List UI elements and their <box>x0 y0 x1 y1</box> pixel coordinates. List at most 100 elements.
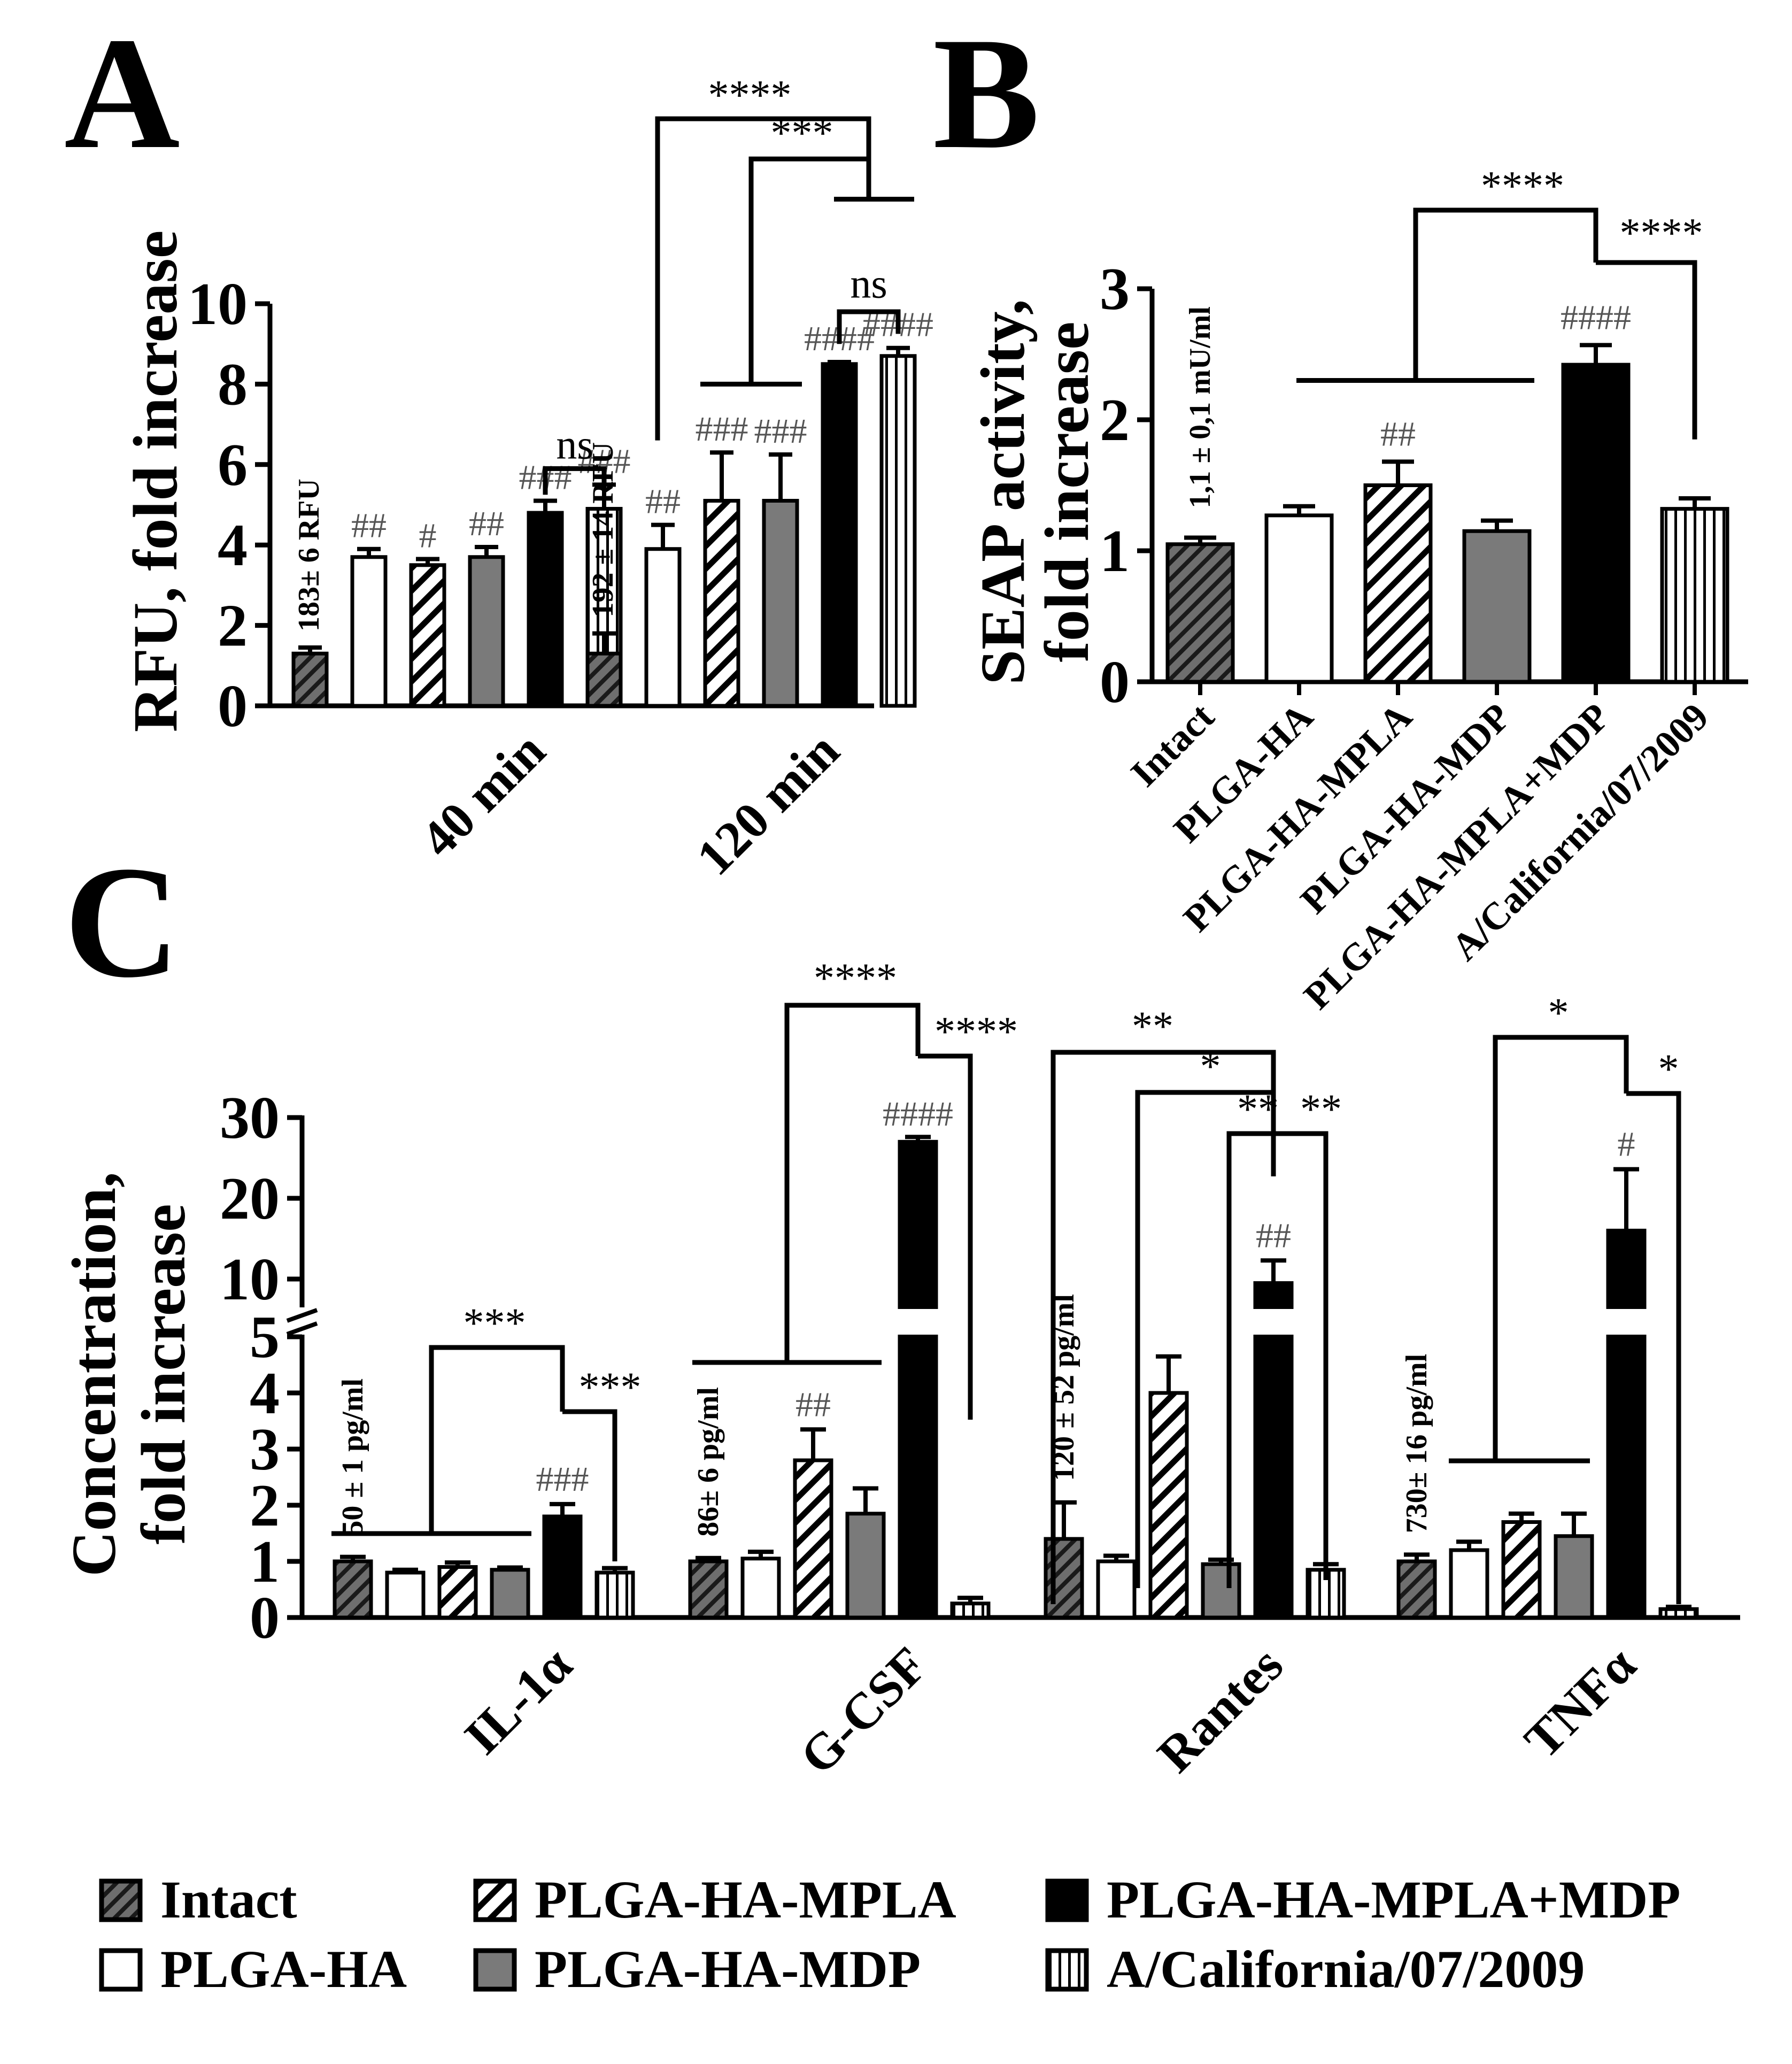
legend-label: PLGA-HA-MPLA <box>535 1870 956 1929</box>
legend-label: PLGA-HA <box>160 1939 407 1999</box>
panel-c-ytick-label: 20 <box>220 1166 280 1232</box>
panel-c-bar <box>793 1458 833 1620</box>
panel-a-bar <box>350 555 388 708</box>
panel-c-bracket-gcsf-b <box>918 1053 973 1420</box>
panel-c-bracket-il1 <box>429 1345 565 1534</box>
panel-c-category-label: TNFα <box>1513 1636 1647 1769</box>
panel-c-axis-break <box>286 1308 318 1323</box>
legend-swatch <box>99 1948 143 1992</box>
panel-c-sig-tnf-b: * <box>1658 1045 1679 1092</box>
panel-c-bracket-rantes-a <box>1051 1050 1276 1604</box>
panel-c-baseline-label: 730± 16 pg/ml <box>1400 1354 1433 1534</box>
panel-c-ylabel-line1: Concentration, <box>59 1172 129 1576</box>
panel-c-bar <box>1606 1228 1647 1620</box>
legend-label: Intact <box>160 1870 297 1929</box>
panel-c-bar <box>594 1570 635 1620</box>
panel-a-ylabel: RFU, fold increase <box>120 230 190 732</box>
panel-b-ytick-label: 2 <box>1100 387 1130 453</box>
panel-letter-c: C <box>64 833 180 1011</box>
legend-swatch <box>473 1878 517 1922</box>
legend: Intact PLGA-HA PLGA-HA-MPLA PLGA-HA-MDP PLGA… <box>99 1870 1680 1999</box>
panel-a-hash: ## <box>645 482 681 521</box>
panel-c-sig-rantes-b: * <box>1200 1043 1221 1089</box>
panel-a-bar <box>409 563 446 708</box>
panel-c-ytick-label: 4 <box>250 1360 280 1427</box>
panel-a-hash: ### <box>754 412 807 451</box>
panel-a-sig-4star: **** <box>708 71 792 118</box>
panel-a-category-label: 40 min <box>410 721 556 868</box>
panel-c-ytick-label: 5 <box>250 1304 280 1370</box>
panel-c-category-label: IL-1α <box>453 1636 583 1765</box>
panel-b-bar <box>1462 529 1532 684</box>
panel-b-ytick-label: 0 <box>1100 649 1130 715</box>
panel-c-bar <box>1501 1520 1542 1620</box>
panel-b-bar <box>1165 542 1235 684</box>
panel-b-bar <box>1660 507 1729 684</box>
panel-a-bar <box>703 498 740 708</box>
panel-b-ytick-label: 1 <box>1100 518 1130 584</box>
panel-c-category-label: Rantes <box>1146 1636 1294 1783</box>
legend-label: A/California/07/2009 <box>1107 1939 1585 1999</box>
legend-swatch <box>99 1878 143 1922</box>
panel-c-bar-break <box>898 1309 938 1335</box>
panel-b-ytick-label: 3 <box>1100 256 1130 322</box>
panel-c-ytick-label: 30 <box>220 1085 280 1151</box>
legend-swatch <box>1045 1878 1089 1922</box>
panel-c-bracket-tnf-b <box>1626 1091 1681 1604</box>
panel-c-bracket-il1-b <box>562 1409 617 1561</box>
panel-c-hash: ## <box>795 1385 831 1424</box>
panel-a-sig-ns-40: ns <box>556 421 593 468</box>
panel-c-sig-gcsf-b: **** <box>934 1008 1018 1054</box>
panel-a-bar <box>879 354 917 708</box>
panel-b-bar <box>1264 513 1334 684</box>
panel-b-baseline-label: 1,1 ± 0,1 mU/ml <box>1184 306 1217 509</box>
panel-b-sig-2: **** <box>1620 210 1703 256</box>
panel-c-category-label: G-CSF <box>789 1636 938 1785</box>
panel-c-bar <box>333 1559 373 1620</box>
panel-a-hash: ## <box>351 506 387 545</box>
panel-c-sig-rantes-c: ** <box>1237 1085 1279 1132</box>
legend-swatch <box>1045 1948 1089 1992</box>
panel-c-hash: ### <box>536 1460 589 1499</box>
panel-a-bracket-4star <box>655 116 871 441</box>
panel-b-sig-1: **** <box>1481 162 1564 209</box>
panel-c-baseline-label: 50 ± 1 pg/ml <box>336 1378 369 1536</box>
panel-c-hash: # <box>1618 1125 1635 1164</box>
panel-a-ytick-label: 6 <box>218 432 248 498</box>
panel-a-baseline-label: 183± 6 RFU <box>292 479 326 631</box>
panel-c-hash: ## <box>1256 1216 1291 1255</box>
panel-a-ytick-label: 0 <box>218 673 248 740</box>
panel-c-hash: #### <box>883 1095 953 1134</box>
panel-c-bar <box>490 1568 530 1620</box>
panel-c-sig-gcsf-a: **** <box>814 954 897 1001</box>
panel-a-hash: ## <box>469 504 504 543</box>
panel-b-ylabel-line2: fold increase <box>1032 322 1102 663</box>
panel-c-bar <box>542 1514 583 1620</box>
panel-c-bar <box>1554 1534 1594 1620</box>
panel-c-bracket-rantes-b <box>1135 1090 1276 1588</box>
panel-a-bar <box>585 651 623 708</box>
panel-letter-a: A <box>64 4 180 182</box>
legend-label: PLGA-HA-MPLA+MDP <box>1107 1870 1680 1929</box>
panel-a-bar <box>291 651 329 708</box>
panel-c-bar <box>1096 1559 1137 1620</box>
panel-c-bar-break <box>1253 1309 1294 1335</box>
panel-c-bar <box>437 1565 478 1620</box>
panel-c-sig-il1-a: *** <box>464 1299 526 1346</box>
panel-c-bar <box>1396 1559 1437 1620</box>
panel-c-baseline-label: 86± 6 pg/ml <box>692 1387 725 1537</box>
panel-c-ylabel-line2: fold increase <box>128 1204 198 1545</box>
panel-c-bar-break <box>1606 1309 1647 1335</box>
panel-b-chart: SEAP activity, fold increase 0123IntactP… <box>968 162 1748 1018</box>
panel-c-bracket-rantes-d <box>1273 1131 1328 1580</box>
panel-c-bar <box>845 1512 886 1620</box>
panel-a-ytick-label: 4 <box>218 512 248 579</box>
panel-c-bar <box>385 1570 426 1620</box>
panel-c-sig-rantes-d: ** <box>1300 1085 1342 1132</box>
panel-b-ylabel-line1: SEAP activity, <box>968 299 1038 684</box>
panel-c-sig-rantes-a: ** <box>1132 1003 1173 1049</box>
panel-a-ytick-label: 8 <box>218 351 248 418</box>
panel-c-bar <box>740 1557 781 1620</box>
panel-a-bracket-ns-120 <box>837 309 901 344</box>
